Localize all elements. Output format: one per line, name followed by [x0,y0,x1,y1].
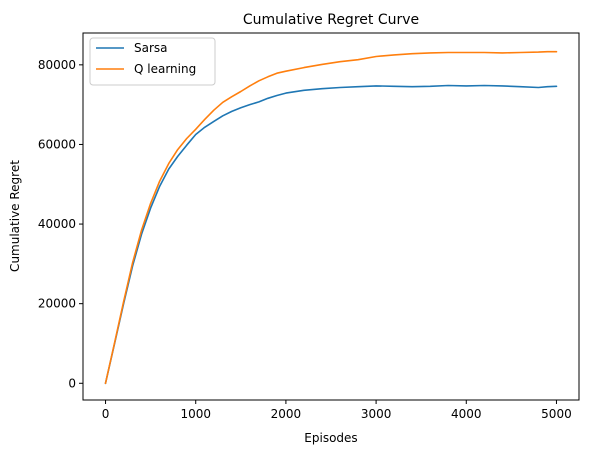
legend: Sarsa Q learning [89,37,216,86]
y-tick-label: 20000 [38,297,76,311]
series-layer [104,50,558,385]
x-tick-label: 5000 [541,407,572,421]
legend-box [89,37,216,86]
y-tick-label: 80000 [38,58,76,72]
y-axis: 0 20000 40000 60000 80000 [38,58,83,390]
y-tick-label: 0 [68,376,76,390]
series-line-sarsa [104,84,558,385]
y-tick-label: 60000 [38,137,76,151]
x-tick-label: 0 [102,407,110,421]
x-tick-label: 1000 [180,407,211,421]
axes-frame [82,32,580,401]
y-axis-label: Cumulative Regret [8,160,22,272]
plot-area [82,32,580,401]
series-line-q-learning [104,50,558,385]
x-axis-label: Episodes [304,431,357,445]
x-tick-label: 2000 [271,407,302,421]
legend-label: Q learning [134,62,196,76]
x-axis: 0 1000 2000 3000 4000 5000 [102,400,572,421]
x-tick-label: 4000 [451,407,482,421]
chart-title: Cumulative Regret Curve [243,12,419,28]
y-tick-label: 40000 [38,217,76,231]
legend-label: Sarsa [134,41,168,55]
x-tick-label: 3000 [361,407,392,421]
